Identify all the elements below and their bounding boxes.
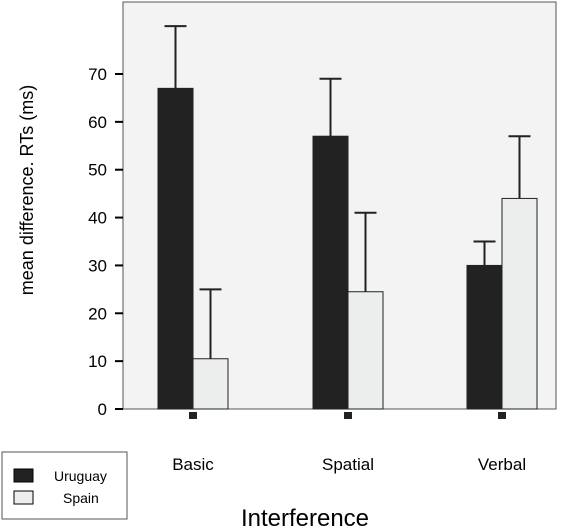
x-tick-verbal — [498, 412, 506, 419]
y-tick-label-20: 20 — [88, 304, 107, 323]
y-tick-label-0: 0 — [98, 400, 107, 419]
bars-group — [157, 87, 538, 410]
y-tick-label-10: 10 — [88, 352, 107, 371]
x-tick-basic — [189, 412, 197, 419]
bar-uruguay-verbal — [466, 264, 503, 410]
x-tick-label-verbal: Verbal — [478, 455, 526, 474]
y-tick-label-30: 30 — [88, 256, 107, 275]
x-axis-label: Interference — [241, 505, 369, 532]
x-tick-label-spatial: Spatial — [322, 455, 374, 474]
legend-label-spain: Spain — [63, 490, 99, 506]
x-axis-tick-labels: Basic Spatial Verbal — [172, 412, 526, 474]
bar-spain-spatial — [347, 291, 384, 410]
y-axis: 0 10 20 30 40 50 60 70 — [88, 65, 123, 419]
legend: Uruguay Spain — [1, 451, 128, 520]
error-bars-group — [164, 25, 531, 359]
legend-swatch-spain — [13, 490, 34, 505]
x-tick-label-basic: Basic — [172, 455, 214, 474]
bar-spain-verbal — [501, 197, 538, 410]
legend-label-uruguay: Uruguay — [54, 468, 107, 484]
bar-uruguay-basic — [157, 87, 194, 410]
legend-swatch-uruguay — [13, 468, 34, 483]
y-axis-label: mean difference. RTs (ms) — [17, 85, 37, 295]
bar-spain-basic — [192, 358, 229, 410]
y-tick-label-60: 60 — [88, 113, 107, 132]
bar-uruguay-spatial — [312, 135, 349, 410]
y-tick-label-50: 50 — [88, 161, 107, 180]
legend-box — [1, 451, 128, 520]
x-tick-spatial — [344, 412, 352, 419]
y-tick-label-40: 40 — [88, 209, 107, 228]
y-tick-label-70: 70 — [88, 65, 107, 84]
